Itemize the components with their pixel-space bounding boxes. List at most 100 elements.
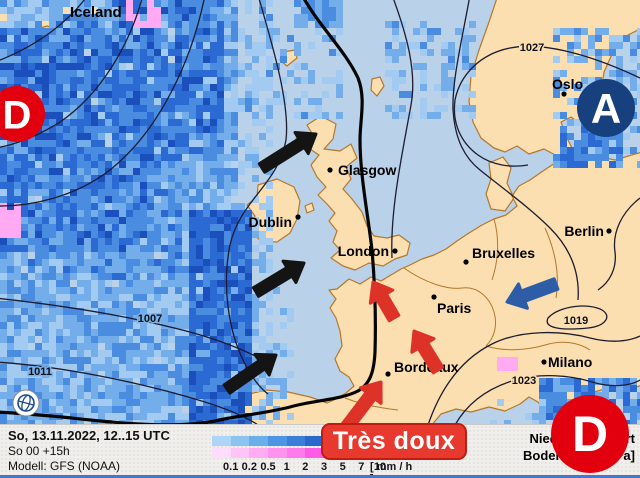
- city-bruxelles: Bruxelles: [463, 245, 535, 265]
- city-label: London: [338, 243, 389, 259]
- isobar-line: [0, 0, 205, 207]
- flow-arrow-black: [222, 352, 278, 395]
- city-dot: [385, 371, 391, 377]
- land-ireland: [246, 178, 301, 243]
- city-dot: [295, 214, 301, 220]
- svg-text:A: A: [591, 85, 621, 132]
- land-great-britain: [306, 115, 411, 271]
- city-label: Bruxelles: [472, 245, 535, 261]
- border-line: [491, 218, 499, 281]
- city-oslo: Oslo: [552, 76, 583, 97]
- isobar-line: [225, 0, 288, 395]
- land-isle-of-man: [304, 202, 315, 214]
- city-berlin: Berlin: [564, 223, 612, 239]
- rain-scale-step: [212, 436, 231, 446]
- city-label: Bordeaux: [394, 359, 459, 375]
- flow-arrow-blue: [505, 277, 560, 310]
- rain-scale-step: [286, 436, 306, 446]
- snow-scale-step: [249, 448, 269, 458]
- valid-time-label: So, 13.11.2022, 12..15 UTC: [8, 428, 170, 443]
- isobar-line: [391, 0, 414, 259]
- model-label: Modell: GFS (NOAA): [8, 459, 121, 473]
- scale-tick: 0.1: [223, 461, 239, 473]
- precip-pixels: [0, 0, 640, 425]
- pressure-label-1011: 1011: [28, 366, 52, 378]
- border-line: [403, 267, 497, 347]
- pressure-label-1023: 1023: [512, 375, 536, 387]
- isobar-line: [0, 0, 85, 61]
- border-line: [544, 227, 558, 299]
- flow-arrow-red: [368, 280, 401, 323]
- city-dot: [606, 228, 612, 234]
- flow-arrow-red: [410, 329, 445, 375]
- snow-scale-step: [286, 448, 306, 458]
- high-pressure-symbol: A: [577, 79, 635, 137]
- land-continent: [217, 151, 640, 425]
- rain-scale-step: [249, 436, 269, 446]
- weather-map: 1027 1007 1011 1019 1023 Iceland Oslo Glasgow Du…: [0, 0, 640, 425]
- city-bordeaux: Bordeaux: [385, 359, 459, 377]
- isobar-line: [0, 0, 143, 148]
- city-label: Oslo: [552, 76, 583, 92]
- city-label: Glasgow: [338, 162, 396, 178]
- city-label: Milano: [548, 354, 592, 370]
- city-label: Berlin: [564, 223, 604, 239]
- isobar-line: [546, 305, 608, 330]
- bottom-accent-strip: [0, 475, 640, 478]
- city-glasgow: Glasgow: [327, 162, 396, 178]
- city-dot: [541, 359, 547, 365]
- legend-meta: So, 13.11.2022, 12..15 UTC So 00 +15h Mo…: [8, 428, 170, 474]
- snow-scale-step: [268, 448, 287, 458]
- isobar-line: [427, 331, 640, 425]
- isobar-line: [0, 297, 273, 367]
- low-pressure-symbol-south: D: [551, 395, 629, 473]
- city-paris: Paris: [431, 294, 471, 316]
- scale-tick: 0.5: [260, 461, 276, 473]
- city-dot: [327, 167, 333, 173]
- scale-tick: 2: [302, 461, 309, 473]
- isobar-line: [453, 45, 640, 167]
- svg-text:D: D: [3, 93, 32, 137]
- city-dot: [392, 248, 398, 254]
- low-pressure-symbol: D: [0, 86, 45, 142]
- snow-scale-step: [230, 448, 250, 458]
- city-dot: [463, 259, 469, 265]
- scale-tick: 7: [358, 461, 365, 473]
- city-dot: [561, 91, 567, 97]
- rain-scale-step: [268, 436, 287, 446]
- isobar-line: [597, 197, 640, 291]
- city-label: Paris: [437, 300, 471, 316]
- land-denmark: [485, 156, 515, 212]
- scale-tick: 3: [320, 461, 328, 473]
- flow-arrow-red: [340, 380, 383, 425]
- city-dublin: Dublin: [248, 214, 301, 230]
- city-dot: [431, 294, 437, 300]
- flow-arrow-black: [251, 259, 306, 298]
- globe-icon: [12, 389, 40, 417]
- run-offset-label: So 00 +15h: [8, 444, 70, 458]
- scale-tick: 5: [339, 461, 346, 473]
- pressure-label-1027: 1027: [520, 42, 544, 54]
- pressure-label-1007: 1007: [138, 313, 162, 325]
- scale-tick: 10: [373, 461, 387, 473]
- rain-scale-step: [230, 436, 250, 446]
- isobar-line: [452, 0, 579, 301]
- scale-tick: 1: [283, 461, 290, 473]
- snow-scale-step: [305, 448, 325, 458]
- isobar-line: [454, 374, 640, 425]
- border-line: [485, 341, 591, 351]
- city-label: Dublin: [248, 214, 292, 230]
- region-label-iceland: Iceland: [70, 4, 122, 21]
- snow-scale-step: [212, 448, 231, 458]
- legend-bar: So, 13.11.2022, 12..15 UTC So 00 +15h Mo…: [0, 424, 640, 478]
- city-london: London: [338, 243, 398, 259]
- scale-tick: 0.2: [241, 461, 257, 473]
- city-milano: Milano: [541, 354, 592, 370]
- tres-doux-banner: Très doux: [321, 423, 467, 460]
- flow-arrow-black: [257, 131, 318, 174]
- land-shetland: [370, 76, 385, 97]
- pressure-label-1019: 1019: [564, 315, 588, 327]
- rain-scale-step: [305, 436, 325, 446]
